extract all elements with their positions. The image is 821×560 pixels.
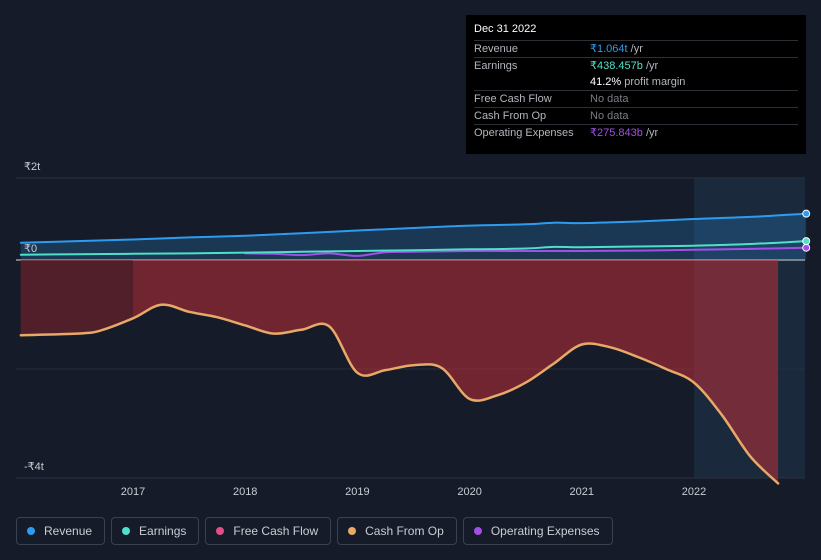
legend-dot-icon (216, 527, 225, 535)
earnings-endpoint (802, 237, 811, 246)
series-endpoints (802, 209, 811, 252)
revenue-endpoint (802, 209, 811, 218)
tooltip-row-fcf: Free Cash Flow No data (474, 90, 798, 107)
legend-dot-icon (122, 527, 131, 535)
legend-label: Revenue (44, 524, 93, 538)
tooltip-label: Earnings (474, 60, 518, 72)
tooltip-label: Revenue (474, 43, 519, 55)
y-tick-label: ₹0 (24, 243, 37, 255)
series-fills (20, 213, 807, 484)
y-axis-labels: ₹2t ₹0 -₹4t (24, 161, 44, 473)
cash-from-op-line (19, 303, 780, 485)
x-tick-label: 2020 (457, 486, 481, 498)
tooltip-row-revenue: Revenue ₹1.064t /yr (474, 40, 798, 57)
tooltip-row-margin: 41.2% profit margin (474, 74, 798, 90)
legend-dot-icon (27, 527, 35, 535)
tooltip-value-margin: 41.2% (590, 76, 622, 88)
revenue-line (19, 212, 808, 244)
tooltip-row-opex: Operating Expenses ₹275.843b /yr (474, 124, 798, 141)
earnings-line (19, 240, 808, 256)
legend-dot-icon (348, 527, 357, 535)
tooltip-unit: /yr (645, 60, 659, 72)
x-axis-labels: 2017 2018 2019 2020 2021 2022 (121, 486, 706, 498)
legend-label: Free Cash Flow (233, 524, 319, 538)
tooltip-unit: /yr (630, 43, 643, 55)
revenue-area (20, 213, 807, 260)
legend-revenue[interactable]: Revenue (16, 517, 106, 545)
x-tick-label: 2018 (233, 486, 257, 498)
tooltip-value-fcf: No data (590, 93, 629, 105)
tooltip-value-revenue: ₹1.064t (590, 43, 628, 55)
legend-earnings[interactable]: Earnings (111, 517, 200, 545)
x-tick-label: 2019 (345, 486, 369, 498)
tooltip-value-opex: ₹275.843b (590, 127, 643, 139)
tooltip-panel: Dec 31 2022 Revenue ₹1.064t /yr Earnings… (466, 15, 806, 154)
legend-operating-expenses[interactable]: Operating Expenses (462, 517, 613, 545)
x-tick-label: 2022 (682, 486, 706, 498)
operating-expenses-line (244, 246, 808, 257)
tooltip-row-earnings: Earnings ₹438.457b /yr (474, 57, 798, 74)
y-tick-label: ₹2t (24, 161, 40, 173)
tooltip-value-cfo: No data (590, 110, 629, 122)
tooltip-label: Free Cash Flow (474, 93, 552, 105)
legend-cash-from-op[interactable]: Cash From Op (337, 517, 457, 545)
legend-free-cash-flow[interactable]: Free Cash Flow (205, 517, 332, 545)
cash-from-op-area-early (20, 260, 133, 336)
legend: Revenue Earnings Free Cash Flow Cash Fro… (16, 517, 613, 545)
legend-label: Cash From Op (365, 524, 444, 538)
legend-dot-icon (473, 527, 482, 535)
series-lines (19, 212, 808, 485)
legend-label: Operating Expenses (490, 524, 600, 538)
tooltip-value-earnings: ₹438.457b (590, 60, 643, 72)
cash-from-op-area (20, 260, 779, 484)
tooltip-unit: /yr (645, 127, 659, 139)
tooltip-unit: profit margin (624, 76, 686, 88)
tooltip-label: Operating Expenses (474, 127, 574, 139)
tooltip-row-cfo: Cash From Op No data (474, 107, 798, 124)
operating-expenses-endpoint (802, 243, 811, 252)
y-tick-label: -₹4t (24, 461, 44, 473)
legend-label: Earnings (139, 524, 187, 538)
tooltip-label: Cash From Op (474, 110, 547, 122)
x-tick-label: 2021 (570, 486, 594, 498)
tooltip-date: Dec 31 2022 (474, 23, 537, 35)
x-tick-label: 2017 (121, 486, 145, 498)
